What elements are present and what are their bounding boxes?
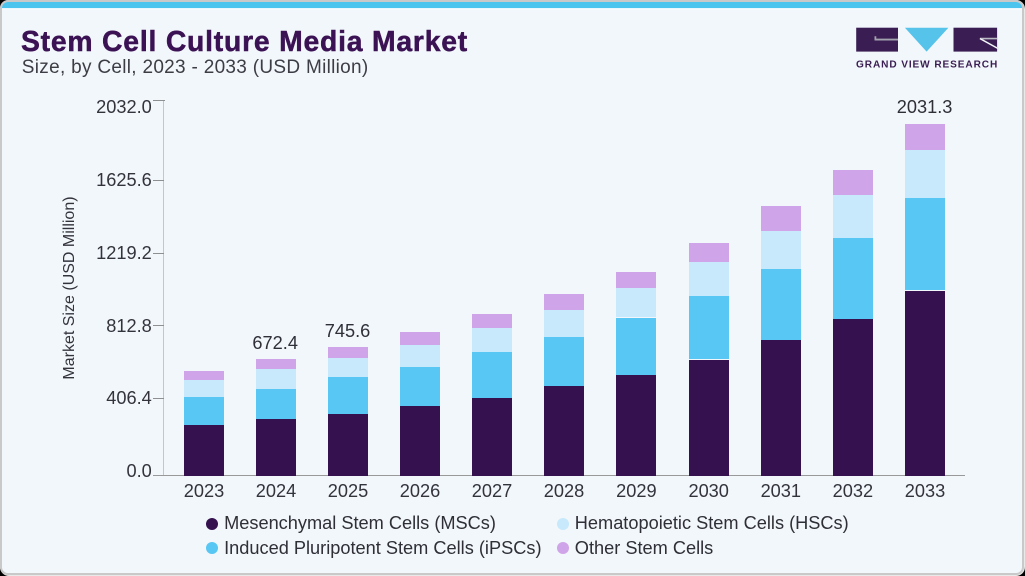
- svg-text:GRAND VIEW RESEARCH: GRAND VIEW RESEARCH: [856, 59, 998, 70]
